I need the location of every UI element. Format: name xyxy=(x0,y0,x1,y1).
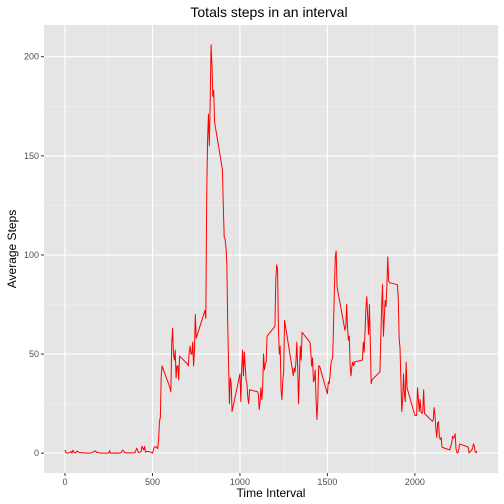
x-tick-label: 1500 xyxy=(317,477,337,487)
x-axis-title: Time Interval xyxy=(237,486,306,500)
y-tick-label: 50 xyxy=(29,349,39,359)
minor-gridlines xyxy=(44,25,498,473)
y-tick-label: 150 xyxy=(24,151,39,161)
plot-panel xyxy=(44,25,498,473)
y-tick-label: 0 xyxy=(34,448,39,458)
y-tick-label: 200 xyxy=(24,52,39,62)
y-axis: 0 50 100 150 200 xyxy=(24,52,44,458)
x-axis: 0 500 1000 1500 2000 xyxy=(62,473,425,487)
x-tick-label: 2000 xyxy=(405,477,425,487)
chart-title: Totals steps in an interval xyxy=(190,4,347,20)
x-tick-label: 0 xyxy=(62,477,67,487)
major-gridlines xyxy=(44,25,498,473)
y-tick-label: 100 xyxy=(24,250,39,260)
series-layer xyxy=(64,44,478,454)
series-line xyxy=(64,44,478,454)
x-tick-label: 500 xyxy=(145,477,160,487)
x-tick-label: 1000 xyxy=(230,477,250,487)
y-axis-title: Average Steps xyxy=(5,210,19,289)
